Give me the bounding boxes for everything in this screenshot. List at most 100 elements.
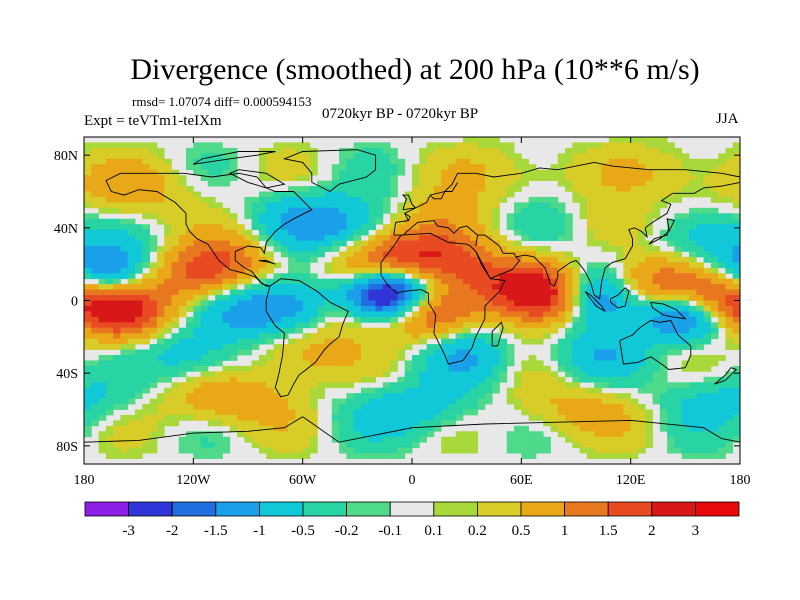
field-cell (492, 196, 500, 203)
field-cell (295, 360, 304, 367)
field-cell (550, 327, 559, 334)
field-cell (616, 327, 624, 334)
field-cell (543, 218, 551, 225)
field-cell (84, 224, 92, 231)
field-cell (433, 256, 442, 263)
field-cell (426, 404, 435, 410)
field-cell (127, 289, 136, 296)
field-cell (142, 425, 150, 432)
field-cell (207, 224, 216, 231)
field-cell (273, 295, 282, 301)
field-cell (382, 447, 391, 454)
field-cell (652, 169, 661, 176)
field-cell (360, 349, 369, 356)
field-cell (288, 262, 296, 269)
field-cell (331, 295, 340, 301)
colorbar-label: 0.1 (424, 523, 443, 539)
field-cell (113, 371, 121, 378)
field-cell (222, 207, 231, 214)
field-cell (339, 191, 347, 198)
field-cell (521, 213, 530, 220)
field-cell (120, 218, 129, 225)
field-cell (419, 267, 427, 274)
field-cell (455, 338, 464, 345)
field-cell (688, 175, 697, 181)
field-cell (484, 322, 493, 329)
field-cell (412, 289, 420, 296)
field-cell (667, 169, 675, 176)
field-cell (616, 425, 624, 432)
field-cell (703, 436, 712, 443)
field-cell (288, 158, 296, 165)
field-cell (105, 453, 114, 459)
field-cell (258, 300, 267, 307)
field-cell (579, 207, 588, 214)
field-cell (484, 213, 493, 220)
field-cell (193, 213, 202, 220)
field-cell (353, 414, 362, 421)
field-cell (207, 147, 216, 154)
field-cell (390, 311, 398, 318)
field-cell (448, 420, 457, 427)
field-cell (674, 284, 683, 290)
field-cell (339, 175, 347, 181)
field-cell (630, 278, 639, 285)
field-cell (426, 289, 435, 296)
field-cell (543, 169, 551, 176)
field-cell (142, 186, 150, 192)
field-cell (222, 278, 231, 285)
field-cell (382, 409, 391, 416)
field-cell (382, 414, 391, 421)
field-cell (404, 409, 413, 416)
field-cell (113, 305, 121, 312)
field-cell (441, 191, 449, 198)
field-cell (732, 431, 741, 438)
field-cell (637, 278, 646, 285)
field-cell (667, 349, 675, 356)
field-cell (601, 295, 610, 301)
field-cell (237, 414, 245, 421)
field-cell (579, 355, 588, 361)
field-cell (251, 224, 260, 231)
field-cell (696, 158, 704, 165)
field-cell (725, 218, 734, 225)
field-cell (412, 316, 420, 323)
field-cell (353, 164, 362, 171)
field-cell (667, 289, 675, 296)
field-cell (339, 371, 347, 378)
field-cell (375, 158, 384, 165)
field-cell (557, 153, 566, 160)
field-cell (696, 404, 704, 410)
field-cell (718, 295, 726, 301)
field-cell (608, 316, 617, 323)
field-cell (149, 316, 158, 323)
field-cell (142, 213, 150, 220)
field-cell (251, 213, 260, 220)
field-cell (419, 436, 427, 443)
y-tick-label: 80N (54, 149, 78, 164)
field-cell (492, 360, 500, 367)
colorbar-label: 1 (561, 523, 569, 539)
field-cell (149, 409, 158, 416)
field-cell (667, 333, 675, 340)
field-cell (586, 431, 595, 438)
field-cell (696, 169, 704, 176)
field-cell (477, 365, 486, 372)
field-cell (346, 224, 355, 231)
field-cell (667, 164, 675, 171)
field-cell (280, 327, 289, 334)
field-cell (251, 207, 260, 214)
field-cell (98, 218, 107, 225)
field-cell (484, 349, 493, 356)
field-cell (302, 218, 311, 225)
field-cell (120, 180, 129, 187)
field-cell (528, 327, 537, 334)
field-cell (302, 158, 311, 165)
field-cell (543, 229, 551, 236)
field-cell (164, 376, 172, 383)
field-cell (637, 273, 646, 280)
field-cell (258, 431, 267, 438)
field-cell (237, 316, 245, 323)
field-cell (616, 305, 624, 312)
field-cell (266, 224, 274, 231)
